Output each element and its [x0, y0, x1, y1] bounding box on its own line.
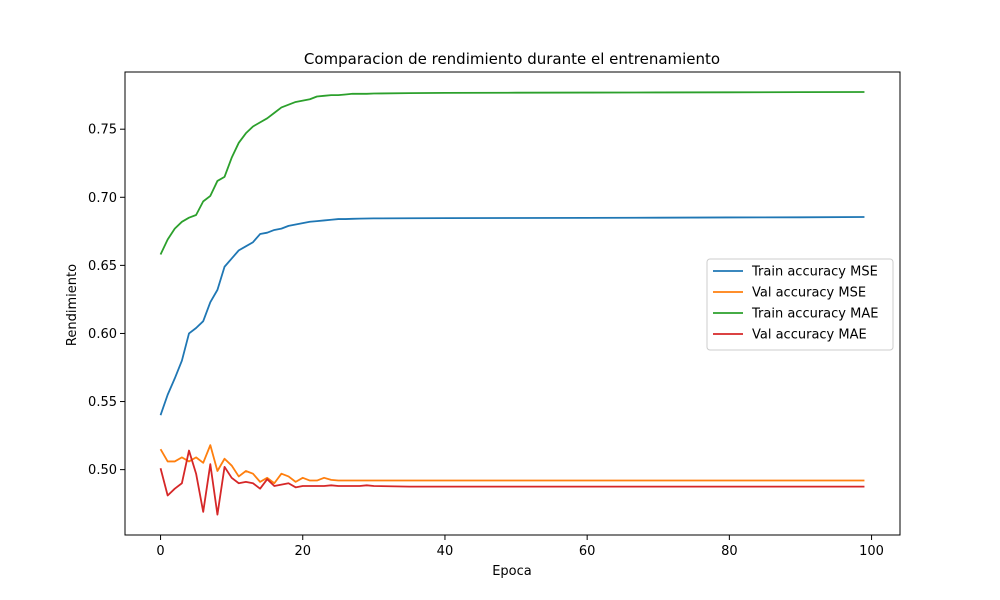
axes: 0 20 40 60 80 100 0.50 0.55 0.60 0.65 0.70 0.75 [88, 71, 901, 559]
x-tick-label: 60 [579, 544, 596, 559]
x-tick-label: 40 [437, 544, 454, 559]
legend-box [706, 258, 894, 351]
legend: Train accuracy MSE Val accuracy MSE Train … [706, 258, 894, 351]
y-tick-label: 0.70 [88, 191, 117, 206]
legend-label: Train accuracy MSE [751, 265, 878, 280]
y-tick-label: 0.75 [88, 123, 117, 138]
x-tick-label: 0 [156, 544, 164, 559]
plot-frame [124, 71, 901, 536]
plot-lines [159, 91, 865, 516]
y-tick-label: 0.50 [88, 463, 117, 478]
y-axis-title: Rendimiento [65, 264, 80, 346]
chart-title: Comparacion de rendimiento durante el en… [304, 50, 720, 68]
y-tick-label: 0.55 [88, 395, 117, 410]
legend-label: Train accuracy MAE [751, 307, 878, 322]
legend-label: Val accuracy MSE [752, 286, 866, 301]
series-line-3 [159, 91, 865, 255]
y-tick-label: 0.65 [88, 259, 117, 274]
x-tick-label: 80 [721, 544, 738, 559]
series-line-1 [159, 216, 865, 416]
y-tick-label: 0.60 [88, 327, 117, 342]
series-line-4 [159, 449, 865, 516]
x-tick-label: 100 [859, 544, 884, 559]
x-tick-label: 20 [294, 544, 311, 559]
series-line-2 [159, 444, 865, 485]
x-axis-title: Epoca [492, 564, 532, 579]
legend-label: Val accuracy MAE [752, 328, 867, 343]
